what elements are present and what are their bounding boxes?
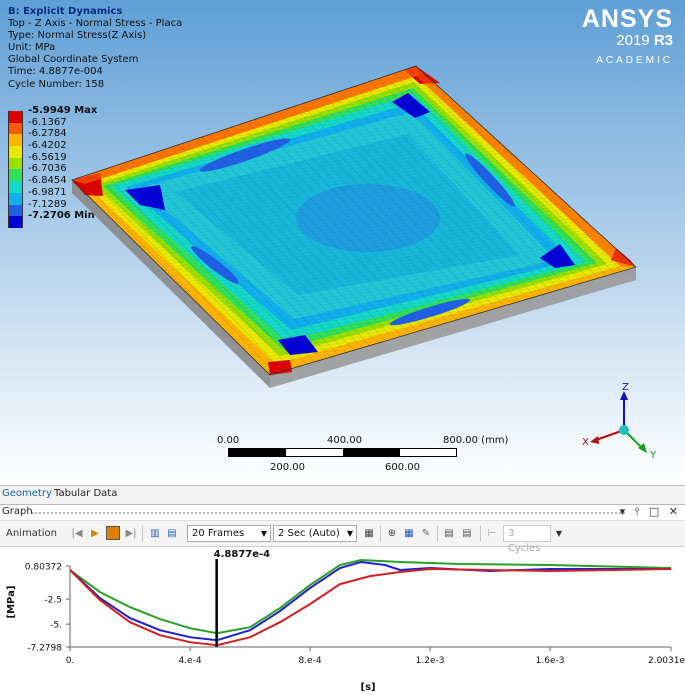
frames-select[interactable]: 20 Frames ▼: [187, 525, 271, 542]
y-tick-label: -5.: [50, 621, 62, 631]
brand-name: ANSYS: [581, 5, 673, 33]
x-tick-label: 4.e-4: [178, 656, 201, 666]
brand-version: 2019: [616, 32, 650, 49]
export-chart-icon[interactable]: ▤: [444, 527, 454, 539]
scale-label: 800.00 (mm): [443, 435, 509, 446]
legend-swatch: [8, 169, 23, 182]
plot-frame: [69, 566, 671, 648]
scale-label: 400.00: [327, 435, 362, 446]
series-line: [69, 560, 671, 642]
x-tick-label: 1.2e-3: [416, 656, 445, 666]
series-group: [69, 558, 672, 647]
y-tick-label: -2.5: [44, 596, 62, 606]
export-video-icon[interactable]: ▦: [364, 527, 374, 539]
cycles-icon[interactable]: ⊢: [487, 527, 497, 539]
axis-triad[interactable]: Z X Y: [580, 378, 670, 468]
view-tabs: Geometry Tabular Data: [0, 485, 685, 505]
brand-release: R3: [653, 32, 673, 49]
x-tick-label: 2.0031e-3: [648, 656, 685, 666]
legend-swatch: [8, 122, 23, 135]
scale-label: 0.00: [217, 435, 240, 446]
scale-track: [228, 448, 457, 457]
legend-swatch: [8, 134, 23, 147]
distributed-frames-icon[interactable]: ▥: [150, 527, 160, 539]
plate-model[interactable]: [0, 0, 685, 485]
legend-label: -6.1367: [28, 116, 67, 128]
graph-panel-title: Graph: [2, 506, 33, 517]
play-icon[interactable]: ▶: [91, 527, 99, 539]
legend-label: -6.9871: [28, 186, 67, 198]
legend-swatch: [8, 146, 23, 158]
legend-swatch: [8, 157, 23, 170]
triad-z-label: Z: [622, 382, 629, 393]
legend-label: -6.2784: [28, 128, 67, 140]
legend-label: -7.1289: [28, 198, 67, 210]
duration-select[interactable]: 2 Sec (Auto) ▼: [273, 525, 357, 542]
legend-label: -6.4202: [28, 140, 67, 152]
result-sets-icon[interactable]: ▤: [167, 527, 177, 539]
ansys-logo: ANSYS 2019 R3 ACADEMIC: [582, 6, 673, 66]
cycles-select[interactable]: 3 Cycles: [503, 525, 551, 554]
animation-label: Animation: [6, 527, 57, 539]
tab-tabular-data[interactable]: Tabular Data: [54, 488, 118, 499]
x-axis: 0. 4.e-4 8.e-4 1.2e-3 1.6e-3 2.0031e-3: [66, 647, 685, 666]
y-axis: 0.80372 -2.5 -5. -7.2798: [25, 563, 70, 654]
legend-label: -6.7036: [28, 163, 67, 175]
x-tick-label: 0.: [66, 656, 75, 666]
legend-label: -6.5619: [28, 151, 67, 163]
chart-settings-icon[interactable]: ▤: [462, 527, 472, 539]
animation-toolbar: Animation |◀ ▶ ▶| ▥ ▤ 20 Frames ▼ 2 Sec (…: [0, 521, 685, 554]
y-tick-label: -7.2798: [27, 644, 62, 654]
legend-min-label: -7.2706 Min: [28, 210, 95, 222]
scale-label: 200.00: [270, 462, 305, 473]
legend-swatch: [8, 204, 23, 217]
x-tick-label: 8.e-4: [298, 656, 321, 666]
legend-swatch: [8, 181, 23, 193]
legend-max-label: -5.9949 Max: [28, 105, 98, 116]
x-tick-label: 1.6e-3: [536, 656, 565, 666]
legend-swatch: [8, 192, 23, 205]
cycles-dropdown-icon[interactable]: ▼: [555, 528, 563, 538]
y-axis-label: [MPa]: [6, 586, 17, 619]
panel-grip[interactable]: [32, 512, 625, 514]
time-marker-label: 4.8877e-4: [214, 549, 271, 560]
result-type: Type: Normal Stress(Z Axis): [8, 30, 147, 42]
panel-window-controls[interactable]: ▾ ⫯ □ ✕: [619, 505, 681, 518]
legend-colors-icon[interactable]: ▦: [404, 527, 414, 539]
y-tick-label: 0.80372: [25, 563, 62, 573]
last-frame-icon[interactable]: ▶|: [125, 527, 137, 539]
probe-icon[interactable]: ✎: [421, 527, 431, 539]
stop-icon[interactable]: [106, 525, 120, 541]
series-line: [69, 567, 672, 647]
result-unit: Unit: MPa: [8, 42, 56, 54]
first-frame-icon[interactable]: |◀: [71, 527, 83, 539]
result-time: Time: 4.8877e-004: [8, 66, 103, 78]
result-info: B: Explicit Dynamics Top - Z Axis - Norm…: [8, 6, 182, 91]
zoom-icon[interactable]: ⊕: [387, 527, 397, 539]
x-axis-label: [s]: [361, 682, 376, 693]
result-chart[interactable]: 0.80372 -2.5 -5. -7.2798 0. 4.e-4 8.e-4 1.2e-3…: [0, 547, 685, 695]
scale-label: 600.00: [385, 462, 420, 473]
plate-contour: [71, 65, 637, 388]
tab-geometry[interactable]: Geometry: [2, 488, 52, 499]
brand-edition: ACADEMIC: [596, 55, 673, 66]
graph-panel-header: Graph ▾ ⫯ □ ✕: [0, 505, 685, 521]
series-line: [69, 558, 672, 635]
cycle-number: Cycle Number: 158: [8, 78, 105, 90]
graphics-viewport[interactable]: B: Explicit Dynamics Top - Z Axis - Norm…: [0, 0, 685, 485]
legend-swatch: [8, 216, 23, 228]
result-name: Top - Z Axis - Normal Stress - Placa: [8, 18, 183, 30]
legend-swatch: [8, 111, 23, 123]
legend-label: -6.8454: [28, 175, 67, 187]
triad-y-label: Y: [649, 450, 657, 461]
triad-x-label: X: [582, 437, 589, 448]
analysis-title: B: Explicit Dynamics: [8, 6, 123, 17]
coordinate-system: Global Coordinate System: [8, 54, 139, 66]
